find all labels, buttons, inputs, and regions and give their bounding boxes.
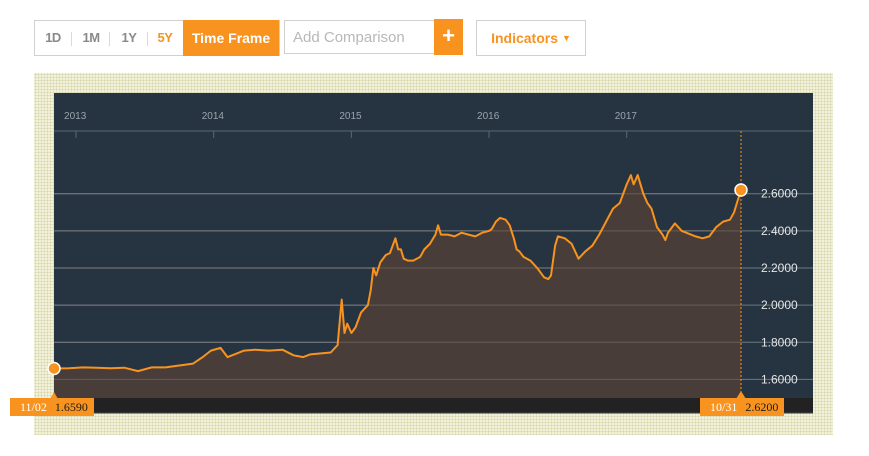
y-tick-label: 1.6000 [761, 372, 798, 386]
end-date: 10/31 [700, 398, 742, 416]
range-divider [109, 32, 110, 46]
x-tick-label: 2013 [64, 111, 87, 122]
y-tick-label: 1.8000 [761, 335, 798, 349]
time-frame-button[interactable]: Time Frame [183, 20, 279, 56]
range-5y-button[interactable]: 5Y [157, 30, 173, 45]
y-tick-label: 2.0000 [761, 298, 798, 312]
end-marker-label: 10/31 2.6200 [700, 398, 785, 416]
indicators-dropdown[interactable]: Indicators ▼ [476, 20, 586, 56]
price-line [53, 174, 742, 373]
timeline-bar [54, 398, 813, 413]
range-1d-button[interactable]: 1D [45, 30, 61, 45]
start-marker-label: 11/02 1.6590 [10, 398, 94, 416]
y-tick-label: 2.2000 [761, 261, 798, 275]
x-tick-label: 2016 [477, 111, 500, 122]
start-date: 11/02 [10, 398, 51, 416]
indicators-label: Indicators [491, 30, 558, 46]
end-value: 2.6200 [741, 398, 785, 416]
x-tick-label: 2017 [615, 111, 638, 122]
start-value: 1.6590 [50, 398, 94, 416]
end-marker-pointer [736, 391, 746, 399]
y-tick-label: 2.6000 [761, 187, 798, 201]
range-1m-button[interactable]: 1M [82, 30, 100, 45]
price-area [54, 175, 741, 398]
chart-frame: 1.6000 1.8000 2.0000 2.2000 2.4000 2.6000 2013… [10, 73, 833, 435]
start-point [47, 361, 61, 376]
end-point [734, 183, 748, 197]
add-comparison-input[interactable] [284, 20, 434, 54]
price-chart: 1.6000 1.8000 2.0000 2.2000 2.4000 2.6000 2013… [47, 93, 813, 414]
caret-down-icon: ▼ [561, 33, 571, 43]
x-tick-label: 2015 [339, 111, 362, 122]
y-tick-label: 2.4000 [761, 224, 798, 238]
range-selector: 1D 1M 1Y 5Y Time Frame [34, 20, 280, 56]
start-marker-pointer [50, 392, 58, 399]
range-divider [147, 32, 148, 46]
x-tick-label: 2014 [202, 111, 225, 122]
range-1y-button[interactable]: 1Y [121, 30, 137, 45]
add-comparison-plus-button[interactable]: + [434, 19, 463, 55]
plus-icon: + [442, 23, 455, 48]
range-divider [71, 32, 72, 46]
